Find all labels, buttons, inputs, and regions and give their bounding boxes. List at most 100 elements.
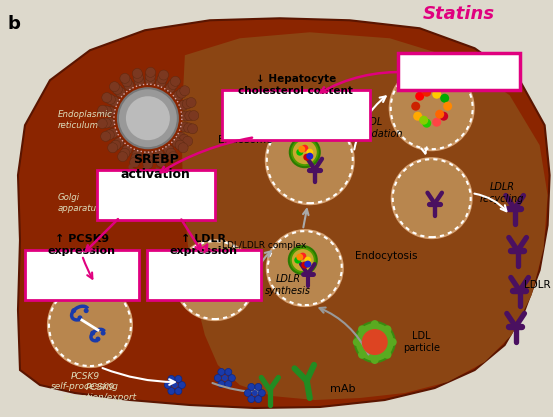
Circle shape <box>383 325 392 333</box>
Circle shape <box>299 253 306 260</box>
Circle shape <box>111 140 121 150</box>
Circle shape <box>419 116 428 125</box>
Circle shape <box>304 261 311 268</box>
Circle shape <box>115 87 126 97</box>
Polygon shape <box>182 32 547 400</box>
Circle shape <box>304 256 311 264</box>
Circle shape <box>118 88 178 148</box>
Circle shape <box>166 148 176 158</box>
Circle shape <box>106 107 116 117</box>
Circle shape <box>443 102 452 111</box>
Text: SREBP
activation: SREBP activation <box>121 153 191 181</box>
Circle shape <box>77 315 82 320</box>
Circle shape <box>105 130 114 140</box>
Circle shape <box>259 376 263 379</box>
Text: Statins: Statins <box>422 5 495 23</box>
Circle shape <box>371 356 379 364</box>
Circle shape <box>108 143 118 153</box>
Circle shape <box>187 124 197 134</box>
Circle shape <box>165 83 175 93</box>
Circle shape <box>131 153 141 163</box>
Circle shape <box>292 249 314 271</box>
Text: ↑ PCSK9
expression: ↑ PCSK9 expression <box>48 234 116 256</box>
Circle shape <box>156 157 166 167</box>
Circle shape <box>411 102 420 111</box>
Circle shape <box>389 338 397 346</box>
FancyBboxPatch shape <box>147 250 261 300</box>
Circle shape <box>96 337 101 342</box>
Text: LDL
degradation: LDL degradation <box>344 118 404 139</box>
Circle shape <box>143 155 153 165</box>
Circle shape <box>126 96 170 140</box>
Circle shape <box>109 82 119 92</box>
Circle shape <box>353 338 361 346</box>
Circle shape <box>390 66 474 150</box>
Circle shape <box>101 118 111 128</box>
Circle shape <box>301 145 308 152</box>
Text: LDL
particle: LDL particle <box>403 331 440 353</box>
Circle shape <box>303 154 310 161</box>
Circle shape <box>122 77 132 87</box>
Circle shape <box>178 143 188 153</box>
Circle shape <box>298 146 305 153</box>
Circle shape <box>290 137 320 167</box>
Circle shape <box>215 374 221 382</box>
Circle shape <box>293 140 317 164</box>
Circle shape <box>358 351 366 359</box>
Circle shape <box>255 396 262 402</box>
Circle shape <box>306 153 314 160</box>
Circle shape <box>101 131 111 141</box>
Circle shape <box>145 71 155 81</box>
Circle shape <box>218 369 225 375</box>
Circle shape <box>252 390 258 396</box>
Circle shape <box>244 389 251 397</box>
Circle shape <box>175 387 182 394</box>
Text: Endoplasmic
reticulum: Endoplasmic reticulum <box>58 110 113 130</box>
Circle shape <box>276 376 280 379</box>
Circle shape <box>432 90 441 99</box>
Circle shape <box>168 80 178 90</box>
Circle shape <box>120 73 130 83</box>
Circle shape <box>294 256 301 264</box>
Circle shape <box>48 283 132 367</box>
Circle shape <box>90 331 95 336</box>
Circle shape <box>173 90 184 100</box>
Circle shape <box>181 111 191 121</box>
Circle shape <box>106 94 116 104</box>
Circle shape <box>118 152 128 162</box>
Circle shape <box>180 122 190 132</box>
Circle shape <box>179 382 185 389</box>
Text: b: b <box>8 15 21 33</box>
Circle shape <box>189 111 199 121</box>
Circle shape <box>358 325 366 333</box>
Circle shape <box>383 351 392 359</box>
Text: LDLR
synthesis: LDLR synthesis <box>265 274 311 296</box>
Circle shape <box>296 149 303 156</box>
Circle shape <box>218 381 225 387</box>
Text: Lysosome: Lysosome <box>406 66 457 76</box>
Circle shape <box>102 106 112 116</box>
Circle shape <box>159 70 169 80</box>
Polygon shape <box>18 18 550 408</box>
Circle shape <box>120 148 130 158</box>
Circle shape <box>172 382 178 388</box>
Circle shape <box>145 75 155 85</box>
Text: Endocytosis: Endocytosis <box>355 251 418 261</box>
Text: PCSK9
self-processing: PCSK9 self-processing <box>51 372 119 392</box>
Circle shape <box>266 116 354 204</box>
Circle shape <box>156 78 166 88</box>
Circle shape <box>157 74 167 84</box>
Circle shape <box>435 110 444 119</box>
Circle shape <box>180 86 190 96</box>
Circle shape <box>248 384 255 390</box>
Circle shape <box>255 384 262 390</box>
Circle shape <box>175 240 255 320</box>
Circle shape <box>101 331 106 336</box>
Circle shape <box>170 76 180 86</box>
Text: LDLR
recycling: LDLR recycling <box>479 182 524 204</box>
Circle shape <box>164 382 171 389</box>
Circle shape <box>105 118 115 128</box>
Circle shape <box>422 88 431 97</box>
Circle shape <box>133 73 143 83</box>
Circle shape <box>176 88 186 98</box>
